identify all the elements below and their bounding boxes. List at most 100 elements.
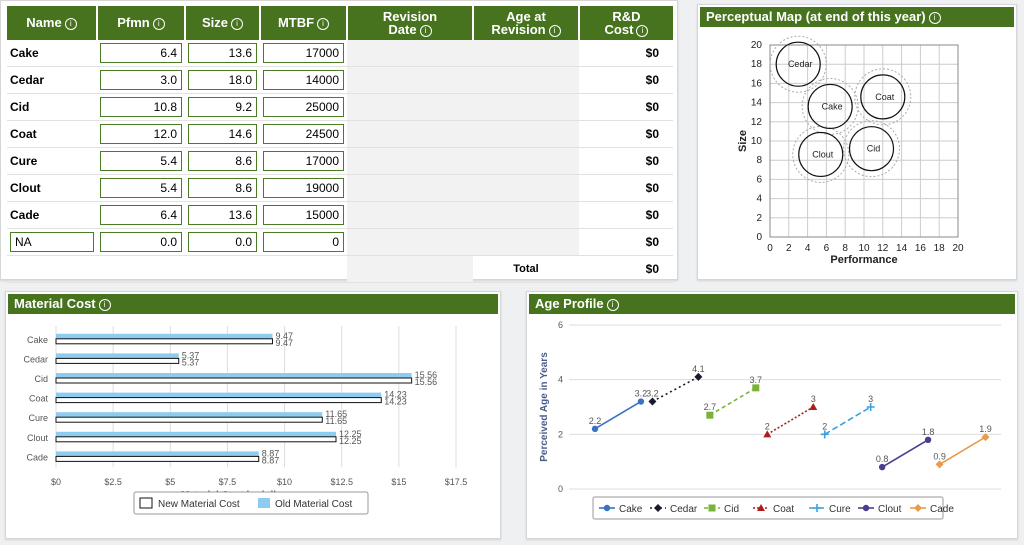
total-value: $0 (579, 255, 673, 283)
info-icon[interactable]: i (98, 299, 111, 311)
info-icon[interactable]: i (636, 24, 649, 37)
age-at-revision-cell (473, 120, 579, 148)
x-tick-label: 4 (805, 243, 811, 254)
new-cost-value: 14.23 (384, 397, 407, 407)
new-cost-value: 5.37 (182, 357, 200, 367)
header-mtbf[interactable]: MTBF i (260, 6, 348, 40)
age-point-end (752, 384, 760, 392)
new-cost-bar (55, 455, 260, 462)
info-icon[interactable]: i (317, 18, 330, 30)
age-at-revision-cell (473, 40, 579, 67)
legend-label: Cake (619, 504, 643, 515)
mtbf-input[interactable]: 15000 (263, 205, 344, 225)
pfmn-input[interactable]: 6.4 (100, 43, 182, 63)
row-name[interactable]: NA (7, 228, 97, 256)
target-ring (792, 125, 850, 183)
mtbf-input[interactable]: 17000 (263, 43, 344, 63)
mtbf-input[interactable]: 17000 (263, 151, 344, 171)
revision-date-cell (347, 174, 473, 202)
x-tick-label: $10 (277, 477, 292, 487)
pfmn-input[interactable]: 10.8 (100, 97, 182, 117)
plot-border (769, 44, 959, 238)
revision-date-cell (347, 147, 473, 175)
total-label: Total (473, 255, 579, 283)
pfmn-input[interactable]: 0.0 (100, 232, 182, 252)
legend-label: Clout (878, 504, 902, 515)
age-profile-title: Age Profile i (529, 294, 1015, 314)
table-row: Cedar 3.0 18.0 14000 $0 (7, 66, 673, 94)
old-cost-value: 8.87 (262, 448, 280, 458)
legend-marker (603, 504, 611, 512)
size-input[interactable]: 14.6 (188, 124, 257, 144)
pfmn-input[interactable]: 5.4 (100, 151, 182, 171)
header-pfmn[interactable]: Pfmn i (97, 6, 186, 40)
age-at-revision-cell (473, 174, 579, 202)
age-series-line (939, 436, 986, 466)
age-series-line (652, 376, 699, 403)
size-input[interactable]: 0.0 (188, 232, 257, 252)
name-input[interactable]: NA (10, 232, 94, 252)
pfmn-input[interactable]: 12.0 (100, 124, 182, 144)
product-label: Clout (812, 149, 834, 159)
category-label: Cade (26, 452, 48, 462)
mtbf-input[interactable]: 24500 (263, 124, 344, 144)
rd-cost-cell: $0 (579, 201, 673, 229)
age-series-line (766, 406, 814, 436)
pfmn-input[interactable]: 6.4 (100, 205, 182, 225)
size-input[interactable]: 13.6 (188, 43, 257, 63)
legend-box (592, 496, 944, 520)
legend-label: Cure (829, 504, 851, 515)
age-series-line (824, 406, 872, 436)
old-cost-value: 12.25 (339, 429, 362, 439)
mtbf-input[interactable]: 25000 (263, 97, 344, 117)
header-age-at-revision[interactable]: Age at Revision i (473, 6, 580, 40)
mtbf-input[interactable]: 14000 (263, 70, 344, 90)
header-revision-date[interactable]: Revision Date i (347, 6, 474, 40)
new-cost-bar (55, 357, 180, 364)
age-value-start: 2.7 (704, 402, 717, 412)
age-point-end (637, 398, 645, 405)
info-icon[interactable]: i (152, 18, 165, 30)
size-input[interactable]: 8.6 (188, 151, 257, 171)
size-input[interactable]: 13.6 (188, 205, 257, 225)
size-input[interactable]: 9.2 (188, 97, 257, 117)
new-cost-bar (55, 416, 323, 423)
x-tick-label: 10 (858, 243, 870, 254)
size-input[interactable]: 8.6 (188, 178, 257, 198)
pfmn-input[interactable]: 5.4 (100, 178, 182, 198)
revision-date-cell (347, 66, 473, 94)
header-rd-cost[interactable]: R&D Cost i (579, 6, 673, 40)
y-tick-label: 6 (558, 320, 563, 330)
legend-swatch-new (139, 497, 153, 509)
target-ring (843, 120, 901, 178)
info-icon[interactable]: i (419, 24, 432, 37)
info-icon[interactable]: i (606, 299, 619, 311)
age-at-revision-cell (473, 228, 579, 256)
pfmn-input[interactable]: 3.0 (100, 70, 182, 90)
new-cost-value: 11.65 (325, 416, 347, 426)
info-icon[interactable]: i (928, 12, 941, 24)
rd-cost-cell: $0 (579, 93, 673, 121)
product-label: Coat (875, 92, 895, 102)
age-value-end: 1.9 (979, 424, 992, 434)
age-series-line (881, 439, 929, 468)
mtbf-input[interactable]: 0 (263, 232, 344, 252)
y-tick-label: 6 (756, 174, 762, 185)
age-profile-panel: Age Profile i 0 2 4 6 Perceived Age in Years 2… (526, 291, 1018, 539)
size-input[interactable]: 18.0 (188, 70, 257, 90)
x-tick-label: $17.5 (445, 477, 468, 487)
total-row: Total $0 (7, 255, 673, 283)
x-tick-label: $15 (391, 477, 406, 487)
old-cost-value: 11.65 (325, 409, 347, 419)
info-icon[interactable]: i (64, 18, 77, 30)
product-circle (807, 83, 853, 130)
info-icon[interactable]: i (548, 24, 561, 37)
legend-label: Cedar (670, 504, 698, 515)
info-icon[interactable]: i (231, 18, 243, 30)
row-name: Cake (7, 40, 97, 67)
revision-date-cell (347, 40, 473, 67)
mtbf-input[interactable]: 19000 (263, 178, 344, 198)
header-name[interactable]: Name i (7, 6, 98, 40)
header-size[interactable]: Size i (185, 6, 261, 40)
product-table-panel: Name i Pfmn i Size i MTBF i Revision Date i Ag… (0, 0, 678, 283)
